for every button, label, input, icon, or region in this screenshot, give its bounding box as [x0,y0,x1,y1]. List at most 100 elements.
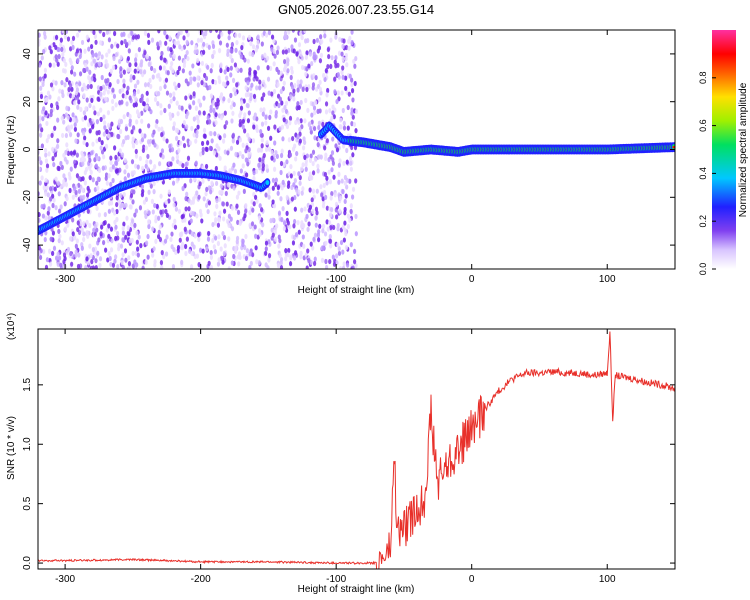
spectrogram-cell [125,89,129,96]
spectrogram-cell [233,62,238,68]
spectrogram-cell [136,246,140,252]
spectrogram-cell [51,250,55,256]
spectrogram-cell [93,231,97,237]
spectrogram-cell [330,115,334,121]
spectrogram-cell [189,264,194,269]
spectrogram-cell [231,110,235,116]
spectrogram-cell [72,117,76,123]
spectrogram-cell [212,150,216,156]
spectrogram-cell [114,168,119,174]
spectrogram-cell [235,194,240,200]
spectrogram-cell [150,65,154,72]
spectrogram-cell [255,85,259,91]
spectrogram-cell [134,208,138,214]
spectrogram-cell [99,231,103,237]
spectrogram-cell [55,255,59,261]
spectrogram-cell [217,234,221,240]
spectrogram-cell [96,85,101,91]
spectrogram-cell [318,108,322,114]
spectrogram-cell [234,32,238,38]
spectrogram-cell [258,157,262,163]
snr-x-tick-label: 100 [599,574,616,585]
spectrogram-cell [292,96,296,102]
spectrogram-cell [56,138,60,144]
spectrogram-cell [110,121,114,127]
spectrogram-cell [311,188,316,194]
spectrogram-cell [237,32,242,39]
spectrogram-cell [109,68,113,74]
spectrogram-cell [79,157,83,163]
spectrogram-cell [323,231,328,237]
spectrogram-cell [215,198,219,204]
spectrogram-cell [127,231,131,237]
spectrogram-cell [241,142,245,148]
spectrogram-cell [304,71,308,77]
spectrogram-cell [186,32,190,38]
spectrogram-cell [276,82,280,88]
spectrogram-cell [335,147,340,153]
spectrogram-cell [84,265,88,269]
spectrogram-cell [211,221,215,228]
spectrogram-cell [172,121,176,127]
spectrogram-cell [118,58,122,65]
spectrogram-cell [306,226,310,232]
spectrogram-cell [146,153,150,160]
spectrogram-cell [311,101,315,107]
spectrogram-cell [209,131,213,137]
spectrogram-cell [161,154,165,160]
spectrogram-cell [165,34,169,40]
spectrogram-cell [113,219,117,225]
spectrogram-cell [121,252,125,258]
spectrogram-cell [73,235,77,241]
spectrogram-cell [326,87,330,94]
spectrogram-y-tick-label: -20 [22,190,33,205]
spectrogram-cell [38,254,43,261]
spectrogram-cell [44,158,49,164]
spectrogram-cell [202,49,206,55]
spectrogram-cell [284,100,289,106]
spectrogram-cell [85,66,89,72]
figure-title: GN05.2026.007.23.55.G14 [278,2,434,17]
spectrogram-cell [103,211,107,218]
spectrogram-cell [260,207,264,213]
spectrogram-cell [242,98,246,104]
spectrogram-cell [311,160,315,167]
spectrogram-cell [83,85,87,91]
spectrogram-cell [59,37,63,43]
spectrogram-cell [285,194,289,200]
spectrogram-cell [238,112,242,119]
spectrogram-cell [168,35,172,41]
spectrogram-cell [208,119,212,125]
spectrogram-cell [196,75,200,81]
spectrogram-cell [238,50,242,56]
spectrogram-cell [89,43,94,50]
spectrogram-cell [82,92,86,99]
spectrogram-cell [83,115,88,121]
spectrogram-cell [242,188,246,194]
spectrogram-cell [186,155,191,161]
spectrogram-cell [217,257,221,263]
spectrogram-cell [337,171,341,177]
spectrogram-cell [177,65,182,72]
spectrogram-cell [325,92,329,98]
spectrogram-cell [91,246,95,253]
spectrogram-cell [85,192,90,198]
spectrogram-cell [329,63,333,69]
spectrogram-cell [288,261,293,267]
spectrogram-cell [45,184,49,191]
spectrogram-cell [299,51,303,57]
spectrogram-cell [327,169,331,175]
spectrogram-cell [263,83,267,89]
spectrogram-cell [299,166,304,172]
spectrogram-cell [94,163,99,169]
spectrogram-cell [76,263,81,269]
spectrogram-cell [243,112,247,118]
spectrogram-cell [282,117,286,123]
spectrogram-cell [86,233,90,239]
snr-x-tick-label: -200 [191,574,211,585]
spectrogram-cell [279,88,283,94]
spectrogram-cell [56,117,60,123]
spectrogram-cell [163,30,167,36]
spectrogram-cell [257,162,261,168]
spectrogram-cell [128,113,132,119]
